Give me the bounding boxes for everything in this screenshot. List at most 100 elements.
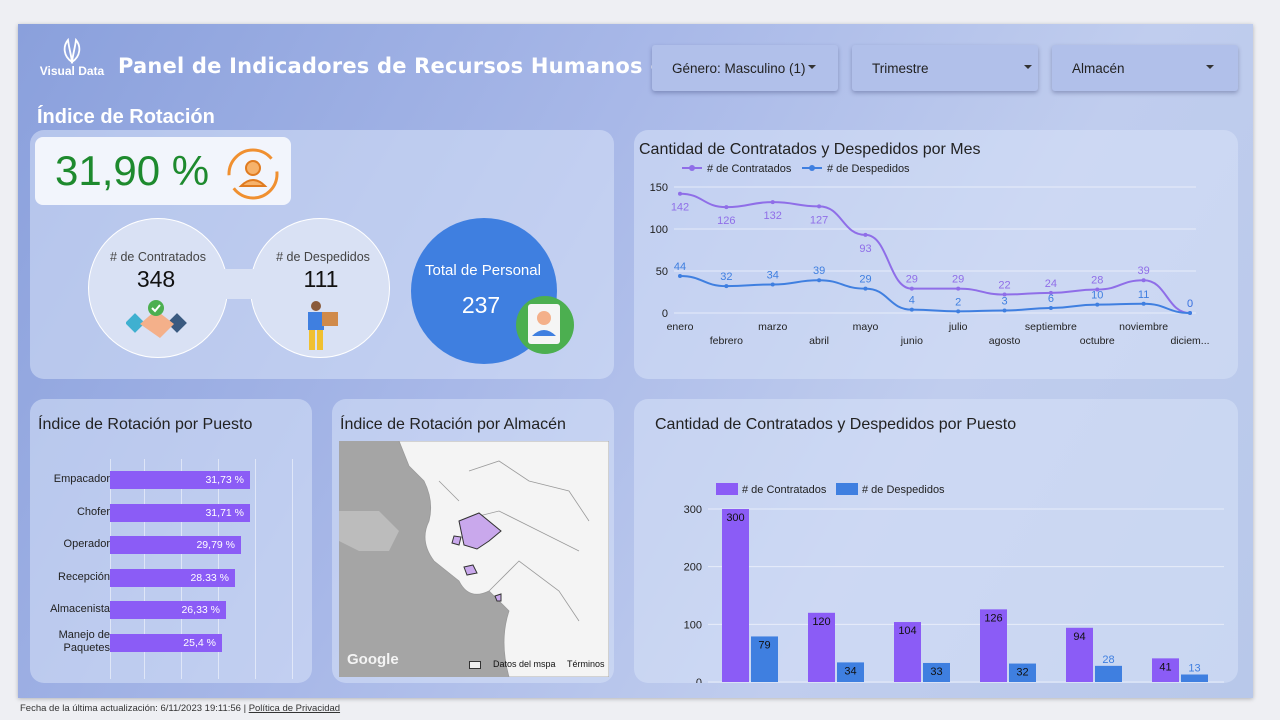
- column-bar: [894, 622, 921, 682]
- profile-card-icon: [516, 296, 574, 354]
- bar-category-label: Empacador: [53, 473, 110, 485]
- chevron-down-icon: [1206, 65, 1214, 69]
- box-carrier-icon: [308, 301, 338, 350]
- column-bar: [1152, 658, 1179, 682]
- y-tick-label: 50: [656, 266, 668, 278]
- data-label: 32: [720, 271, 732, 283]
- position-rotation-card: Índice de Rotación por Puesto Empacador 3…: [30, 399, 312, 683]
- data-point: [1048, 305, 1053, 310]
- bar-category-label: Chofer: [76, 505, 110, 518]
- column-bar: [1181, 674, 1208, 682]
- position-counts-title: Cantidad de Contratados y Despedidos por…: [655, 416, 1017, 433]
- map-terms-link[interactable]: Términos: [567, 659, 605, 669]
- data-label: 28: [1091, 274, 1103, 286]
- data-label: 11: [1138, 289, 1149, 301]
- data-point: [1141, 278, 1146, 283]
- data-label: 132: [764, 210, 782, 222]
- data-label: 34: [844, 665, 856, 677]
- y-tick-label: 200: [684, 562, 702, 574]
- x-tick-label: abril: [809, 335, 829, 347]
- warehouse-map-card: Índice de Rotación por Almacén Google Da…: [332, 399, 614, 683]
- data-label: 34: [767, 269, 779, 281]
- bar-category-label: Almacenista: [50, 603, 110, 615]
- data-label: 120: [812, 616, 830, 628]
- rotation-kpi-value: 31,90 %: [55, 147, 210, 194]
- rotation-bar[interactable]: 26,33 %: [110, 601, 226, 619]
- data-label: 22: [998, 280, 1010, 292]
- data-label: 44: [674, 261, 686, 273]
- rotation-person-icon: [227, 148, 279, 200]
- data-label: 33: [930, 666, 942, 678]
- fired-circle: [250, 218, 390, 358]
- rotation-bar[interactable]: 31,71 %: [110, 503, 250, 522]
- data-label: 127: [810, 214, 828, 226]
- south-america-map: [339, 441, 609, 677]
- keyboard-icon[interactable]: [469, 661, 481, 669]
- column-bar: [1095, 665, 1122, 682]
- map-data-credit[interactable]: Datos del mspa: [493, 659, 556, 669]
- warehouse-map[interactable]: Google Datos del mspa Términos: [339, 441, 609, 677]
- y-tick-label: 0: [662, 308, 668, 320]
- position-rotation-title: Índice de Rotación por Puesto: [38, 416, 253, 433]
- data-point: [956, 286, 961, 291]
- data-label: 79: [758, 639, 770, 651]
- legend-label: # de Despedidos: [862, 484, 945, 496]
- data-label: 94: [1073, 631, 1085, 643]
- data-label: 4: [909, 295, 915, 307]
- x-tick-label: octubre: [1080, 335, 1115, 347]
- rotation-bar[interactable]: 31,73 %: [110, 471, 250, 489]
- data-label: 2: [955, 296, 961, 308]
- data-label: 39: [813, 265, 825, 277]
- circle-connector: [224, 269, 254, 299]
- rotation-section-title: Índice de Rotación: [37, 106, 215, 128]
- data-label: 39: [1138, 265, 1150, 277]
- data-point: [909, 307, 914, 312]
- legend-swatch: [836, 483, 858, 495]
- data-point: [1002, 308, 1007, 313]
- gender-filter[interactable]: Género: Masculino (1): [652, 45, 838, 91]
- data-label: 24: [1045, 278, 1057, 290]
- legend-label: # de Contratados: [742, 484, 827, 496]
- warehouse-filter[interactable]: Almacén: [1052, 45, 1238, 91]
- gender-filter-label: Género: Masculino (1): [672, 60, 806, 76]
- data-point: [1002, 292, 1007, 297]
- data-label: 10: [1091, 290, 1103, 302]
- visual-data-logo: Visual Data: [32, 38, 112, 84]
- data-label: 142: [671, 202, 689, 214]
- data-label: 28: [1102, 654, 1114, 666]
- column-bar: [980, 609, 1007, 682]
- footer: Fecha de la última actualización: 6/11/2…: [20, 703, 340, 714]
- data-label: 41: [1159, 661, 1171, 673]
- rotation-kpi-box: 31,90 %: [35, 137, 291, 205]
- data-point: [770, 200, 775, 205]
- series-line: [679, 192, 1191, 314]
- hired-value: 348: [136, 266, 176, 292]
- data-label: 104: [898, 625, 916, 637]
- data-point: [817, 204, 822, 209]
- bar-category-label: Operador: [63, 538, 110, 550]
- x-tick-label: septiembre: [1025, 321, 1077, 333]
- rotation-bar[interactable]: 28.33 %: [110, 568, 235, 587]
- x-tick-label: julio: [948, 321, 968, 333]
- data-point: [909, 286, 914, 291]
- data-point: [1141, 301, 1146, 306]
- data-label: 300: [726, 512, 744, 524]
- google-logo: Google: [347, 651, 399, 668]
- chevron-down-icon: [1024, 65, 1032, 69]
- x-tick-label: febrero: [710, 335, 743, 347]
- x-tick-label: noviembre: [1119, 321, 1168, 333]
- total-staff-label: Total de Personal: [425, 262, 541, 279]
- data-point: [678, 191, 682, 196]
- handshake-icon: [126, 300, 187, 338]
- x-tick-label: junio: [900, 335, 923, 347]
- privacy-policy-link[interactable]: Política de Privacidad: [248, 703, 341, 714]
- rotation-bar[interactable]: 29,79 %: [110, 536, 241, 554]
- quarter-filter[interactable]: Trimestre: [852, 45, 1038, 91]
- data-point: [1048, 290, 1053, 295]
- rotation-bar[interactable]: 25,4 %: [110, 633, 222, 652]
- legend-label: # de Despedidos: [827, 163, 910, 175]
- position-counts-card: Cantidad de Contratados y Despedidos por…: [634, 399, 1238, 683]
- fired-label: # de Despedidos: [276, 250, 370, 264]
- y-tick-label: 100: [684, 619, 702, 631]
